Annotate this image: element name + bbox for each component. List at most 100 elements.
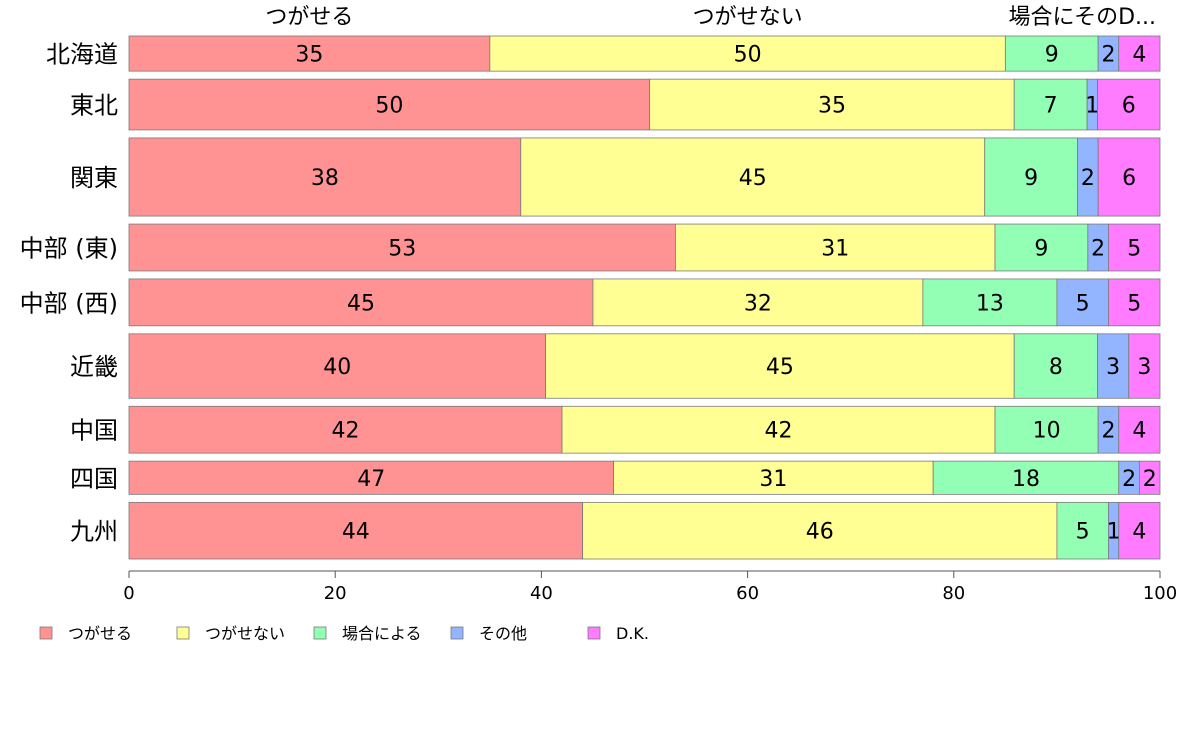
segment-value-label: 7 xyxy=(1044,94,1058,119)
bar-segment xyxy=(128,501,584,560)
bar-segment xyxy=(592,278,924,327)
segment-value-label: 9 xyxy=(1034,237,1048,262)
x-tick-label: 60 xyxy=(736,583,759,604)
segment-value-label: 2 xyxy=(1081,166,1095,191)
segment-value-label: 9 xyxy=(1045,43,1059,68)
segment-value-label: 31 xyxy=(821,237,849,262)
category-label: 近畿 xyxy=(70,353,118,381)
segment-value-label: 3 xyxy=(1106,355,1120,380)
segment-value-label: 2 xyxy=(1143,467,1157,492)
segment-value-label: 46 xyxy=(806,520,834,545)
segment-value-label: 4 xyxy=(1132,520,1146,545)
bar-segment xyxy=(994,405,1099,454)
segment-value-label: 5 xyxy=(1127,291,1141,316)
bar-segment xyxy=(1056,501,1109,560)
bar-segment xyxy=(1097,78,1161,131)
segment-value-label: 32 xyxy=(744,291,772,316)
segment-value-label: 1 xyxy=(1107,520,1121,545)
segment-value-label: 42 xyxy=(765,419,793,444)
segment-value-label: 2 xyxy=(1101,419,1115,444)
segment-value-label: 45 xyxy=(739,166,767,191)
segment-value-label: 6 xyxy=(1122,94,1136,119)
bar-segment xyxy=(489,35,1006,72)
bar-segment xyxy=(128,333,546,399)
bar-segment xyxy=(932,460,1120,495)
bar-segment xyxy=(1056,278,1109,327)
bar-segment xyxy=(582,501,1058,560)
segment-value-label: 53 xyxy=(388,237,416,262)
bar-segment xyxy=(1138,460,1161,495)
segment-value-label: 5 xyxy=(1076,291,1090,316)
legend-label: つがせる xyxy=(68,624,132,643)
segment-value-label: 10 xyxy=(1033,419,1061,444)
bar-segment xyxy=(1013,333,1098,399)
bar-segment xyxy=(994,223,1089,272)
top-column-labels: つがせる つがせない 場合にそのD... xyxy=(265,5,1156,30)
segment-value-label: 42 xyxy=(332,419,360,444)
bar-segment xyxy=(128,223,676,272)
bar-segment xyxy=(1004,35,1099,72)
segment-value-label: 9 xyxy=(1024,166,1038,191)
segment-value-label: 45 xyxy=(347,291,375,316)
segment-value-label: 50 xyxy=(734,43,762,68)
bars-group: 35 50 9 2 450 35 7 1 638 45 9 2 653 31 9 2 545 32 13 5 540 45… xyxy=(128,35,1161,560)
bar-segment xyxy=(1118,35,1161,72)
category-label: 関東 xyxy=(70,164,118,192)
segment-value-label: 38 xyxy=(311,166,339,191)
legend-label: D.K. xyxy=(616,624,649,643)
bar-segment xyxy=(128,78,651,131)
category-label: 北海道 xyxy=(46,41,118,69)
segment-value-label: 4 xyxy=(1132,419,1146,444)
legend-swatch xyxy=(313,626,327,640)
bar-segment xyxy=(128,137,522,217)
bar-segment xyxy=(561,405,996,454)
category-label: 中国 xyxy=(70,417,118,445)
bar-segment xyxy=(128,35,491,72)
segment-value-label: 6 xyxy=(1122,166,1136,191)
x-tick-label: 100 xyxy=(1143,583,1177,604)
segment-value-label: 2 xyxy=(1122,467,1136,492)
bar-segment xyxy=(613,460,934,495)
category-label: 中部 (西) xyxy=(20,289,118,317)
x-axis: 0 20 40 60 80 100 xyxy=(123,570,1177,604)
bar-segment xyxy=(1108,278,1161,327)
bar-segment xyxy=(128,278,594,327)
bar-segment xyxy=(649,78,1015,131)
segment-value-label: 40 xyxy=(323,355,351,380)
legend: つがせる つがせない 場合による その他 D.K. xyxy=(39,624,649,643)
bar-segment xyxy=(545,333,1015,399)
legend-swatch xyxy=(450,626,464,640)
legend-label: 場合による xyxy=(342,624,422,643)
segment-value-label: 3 xyxy=(1137,355,1151,380)
x-tick-label: 40 xyxy=(530,583,553,604)
segment-value-label: 18 xyxy=(1012,467,1040,492)
top-column-label: つがせない xyxy=(693,5,803,30)
segment-value-label: 35 xyxy=(818,94,846,119)
bar-segment xyxy=(675,223,996,272)
legend-swatch xyxy=(587,626,601,640)
bar-segment xyxy=(1013,78,1088,131)
bar-segment xyxy=(1118,405,1161,454)
bar-segment xyxy=(128,405,563,454)
segment-value-label: 35 xyxy=(295,43,323,68)
bar-segment xyxy=(1128,333,1161,399)
bar-segment xyxy=(128,460,614,495)
segment-value-label: 5 xyxy=(1076,520,1090,545)
category-label: 九州 xyxy=(70,518,118,546)
top-column-label: 場合にそのD... xyxy=(1009,5,1156,30)
top-column-label: つがせる xyxy=(265,5,353,30)
category-label: 四国 xyxy=(70,465,118,493)
bar-segment xyxy=(922,278,1058,327)
segment-value-label: 44 xyxy=(342,520,370,545)
segment-value-label: 31 xyxy=(759,467,787,492)
bar-segment xyxy=(1118,501,1161,560)
category-label: 中部 (東) xyxy=(20,235,118,263)
bar-segment xyxy=(984,137,1078,217)
legend-label: その他 xyxy=(479,624,527,643)
bar-segment xyxy=(1097,333,1130,399)
segment-value-label: 47 xyxy=(357,467,385,492)
segment-value-label: 1 xyxy=(1085,94,1099,119)
segment-value-label: 13 xyxy=(976,291,1004,316)
